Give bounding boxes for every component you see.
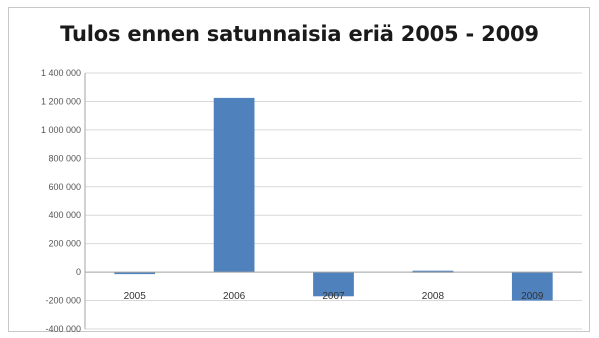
y-tick-label: 600 000 xyxy=(48,182,81,192)
y-tick-label: -400 000 xyxy=(45,324,81,334)
y-tick-labels: -400 000 -200 000 0 200 000 400 000 600 000 80… xyxy=(41,68,81,334)
y-tick-label: -200 000 xyxy=(45,296,81,306)
bar-2009 xyxy=(511,272,553,301)
y-tick-label: 1 200 000 xyxy=(41,96,81,106)
bar-2007 xyxy=(313,272,354,297)
x-tick-label: 2009 xyxy=(521,291,544,302)
y-tick-label: 800 000 xyxy=(48,153,81,163)
category-labels: 2005 2006 2007 2008 2009 xyxy=(124,291,544,302)
bar-2006 xyxy=(213,97,255,273)
y-tick-label: 1 400 000 xyxy=(41,68,81,78)
x-tick-label: 2005 xyxy=(124,291,147,302)
chart-frame xyxy=(8,7,590,332)
chart-title: Tulos ennen satunnaisia eriä 2005 - 2009 xyxy=(60,22,539,46)
x-tick-label: 2006 xyxy=(223,291,246,302)
bar-2005 xyxy=(114,272,156,275)
y-tick-label: 1 000 000 xyxy=(41,125,81,135)
x-tick-label: 2007 xyxy=(322,291,345,302)
bars xyxy=(114,97,553,301)
y-tick-label: 200 000 xyxy=(48,239,81,249)
y-tick-label: 0 xyxy=(76,267,81,277)
y-tick-label: 400 000 xyxy=(48,210,81,220)
x-tick-label: 2008 xyxy=(422,291,445,302)
